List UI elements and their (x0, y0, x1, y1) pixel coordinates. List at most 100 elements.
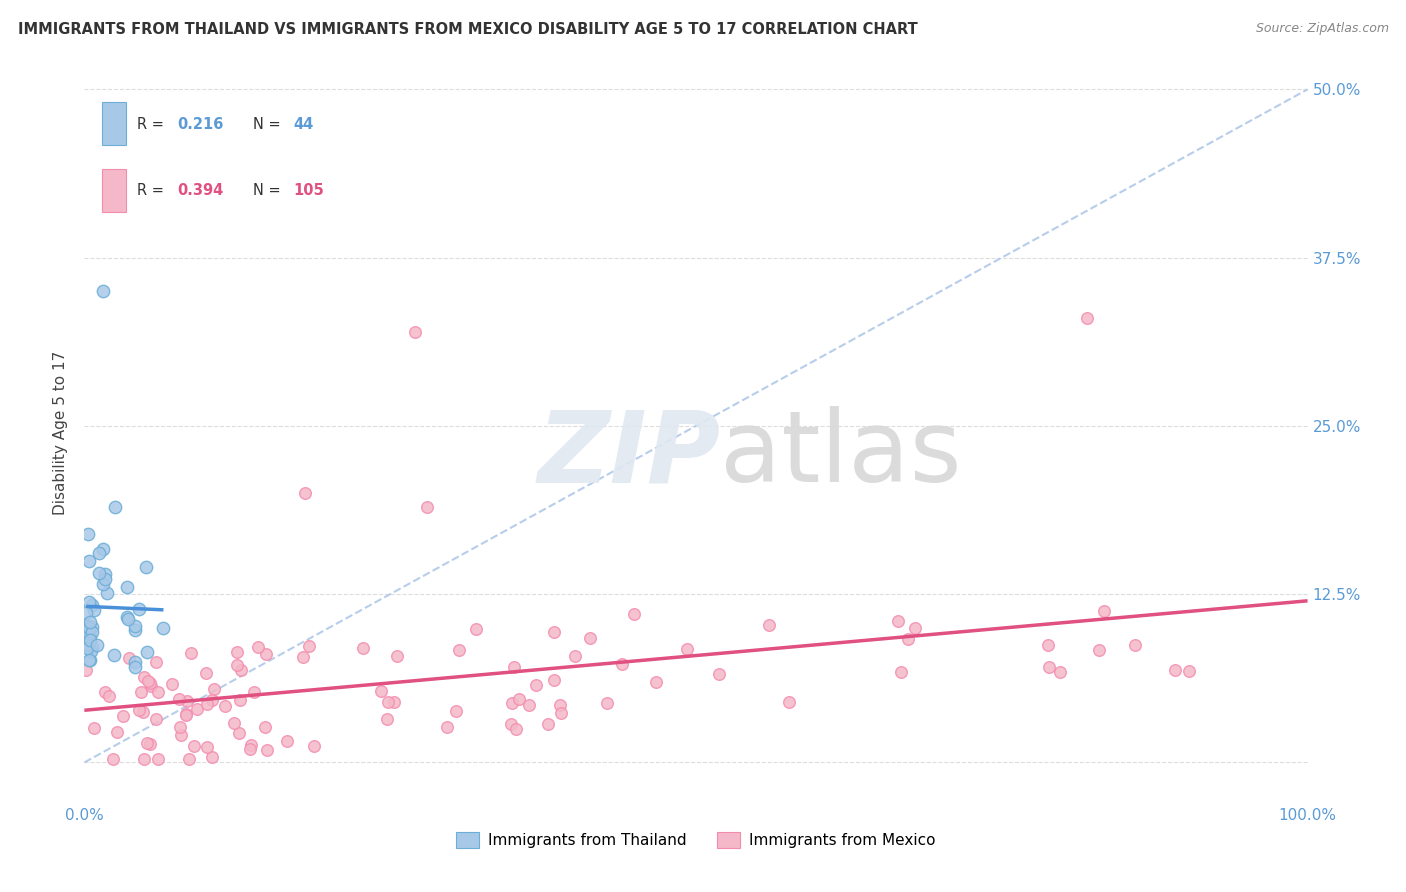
Point (86, 638, 108, 652)
Point (214, 698, 236, 713)
Point (93, 541, 115, 556)
Point (77, 526, 100, 541)
Point (578, 631, 600, 645)
Point (152, 621, 174, 635)
Point (83, 721, 105, 735)
Point (76, 638, 98, 652)
Point (132, 670, 155, 684)
Legend: Immigrants from Thailand, Immigrants from Mexico: Immigrants from Thailand, Immigrants fro… (450, 826, 942, 855)
Point (115, 609, 138, 624)
Point (229, 692, 252, 706)
Point (186, 702, 208, 716)
Point (169, 720, 191, 734)
Point (247, 640, 270, 655)
Point (243, 684, 266, 698)
Point (139, 737, 162, 751)
Point (195, 740, 218, 755)
Point (167, 692, 190, 706)
Point (897, 632, 920, 647)
Point (91, 576, 114, 591)
Point (195, 666, 218, 681)
Point (145, 656, 167, 670)
Point (162, 677, 184, 691)
Point (517, 698, 540, 712)
Point (564, 648, 586, 663)
Point (387, 648, 409, 663)
Point (77, 595, 100, 609)
Point (183, 739, 205, 754)
Point (77, 553, 100, 567)
Point (1038, 660, 1060, 674)
Point (253, 720, 276, 734)
Point (94, 566, 117, 581)
Point (174, 708, 197, 723)
Point (145, 712, 167, 726)
Point (139, 676, 162, 690)
Point (94, 685, 117, 699)
Point (105, 724, 128, 739)
Point (465, 622, 488, 636)
Point (676, 641, 699, 656)
Point (79, 615, 101, 630)
Point (352, 641, 374, 656)
Point (80, 644, 103, 658)
Point (136, 673, 159, 688)
Point (77, 627, 100, 641)
Point (118, 651, 141, 665)
Point (79, 653, 101, 667)
Point (195, 698, 218, 712)
Point (80, 624, 103, 639)
Point (758, 618, 780, 632)
Point (224, 716, 246, 731)
Point (117, 613, 139, 627)
Point (503, 660, 526, 674)
Point (79, 653, 101, 667)
Point (129, 685, 152, 699)
Point (890, 665, 912, 680)
Point (136, 645, 159, 659)
Point (508, 691, 530, 706)
Point (103, 648, 125, 662)
Point (139, 679, 162, 693)
Point (225, 657, 247, 672)
Point (134, 751, 156, 765)
Point (276, 734, 298, 748)
Point (77, 633, 100, 648)
Point (298, 639, 321, 653)
Point (382, 694, 405, 708)
Text: Source: ZipAtlas.com: Source: ZipAtlas.com (1256, 22, 1389, 36)
Point (524, 678, 547, 692)
Point (239, 742, 262, 756)
Point (101, 752, 124, 766)
Point (136, 736, 159, 750)
Point (501, 696, 523, 710)
Point (132, 705, 155, 719)
Point (610, 657, 633, 671)
Point (645, 675, 668, 690)
Y-axis label: Disability Age 5 to 17: Disability Age 5 to 17 (53, 351, 69, 515)
Point (778, 695, 800, 709)
Point (887, 614, 910, 628)
Point (75, 663, 97, 677)
Point (77, 621, 100, 635)
Point (370, 683, 392, 698)
Point (1038, 638, 1060, 652)
Point (146, 752, 169, 766)
Point (128, 601, 150, 615)
Point (135, 560, 157, 574)
Point (180, 646, 202, 660)
Point (124, 619, 146, 633)
Point (80, 640, 103, 654)
Point (96, 586, 118, 600)
Point (176, 707, 198, 722)
Text: IMMIGRANTS FROM THAILAND VS IMMIGRANTS FROM MEXICO DISABILITY AGE 5 TO 17 CORREL: IMMIGRANTS FROM THAILAND VS IMMIGRANTS F… (18, 22, 918, 37)
Point (179, 752, 201, 766)
Point (75, 606, 97, 620)
Point (1088, 642, 1111, 657)
Point (83, 603, 105, 617)
Point (228, 726, 250, 740)
Point (176, 694, 198, 708)
Point (254, 647, 277, 661)
Point (87, 566, 110, 580)
Point (1178, 665, 1201, 679)
